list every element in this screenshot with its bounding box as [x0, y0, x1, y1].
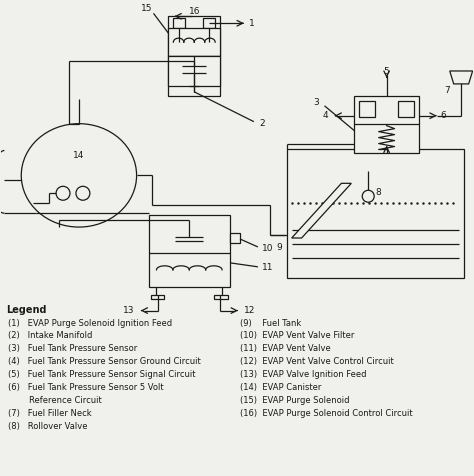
Text: (12)  EVAP Vent Valve Control Circuit: (12) EVAP Vent Valve Control Circuit	[240, 357, 394, 367]
Text: (14)  EVAP Canister: (14) EVAP Canister	[240, 383, 321, 392]
Text: (2)   Intake Manifold: (2) Intake Manifold	[9, 331, 93, 340]
Text: 2: 2	[259, 119, 264, 128]
Polygon shape	[450, 71, 473, 84]
Text: 5: 5	[384, 68, 390, 77]
Text: 12: 12	[244, 306, 255, 315]
Bar	[168, 56, 220, 86]
Text: 16: 16	[189, 7, 200, 16]
Text: Legend: Legend	[6, 305, 47, 315]
Bar	[230, 233, 240, 243]
Text: 15: 15	[141, 4, 152, 13]
Bar	[287, 149, 464, 278]
Text: 3: 3	[314, 98, 319, 107]
Text: 13: 13	[123, 306, 135, 315]
Text: (13)  EVAP Valve Ignition Feed: (13) EVAP Valve Ignition Feed	[240, 370, 366, 379]
Text: 1: 1	[249, 19, 255, 28]
Text: 11: 11	[262, 263, 273, 272]
Text: (1)   EVAP Purge Solenoid Ignition Feed: (1) EVAP Purge Solenoid Ignition Feed	[9, 318, 173, 327]
Bar	[151, 295, 164, 298]
Bar	[354, 96, 419, 153]
Text: 4: 4	[323, 111, 328, 120]
Polygon shape	[292, 183, 351, 238]
Bar	[173, 18, 185, 28]
Bar	[168, 28, 220, 56]
Text: (4)   Fuel Tank Pressure Sensor Ground Circuit: (4) Fuel Tank Pressure Sensor Ground Cir…	[9, 357, 201, 367]
Text: 9: 9	[276, 243, 282, 252]
Text: 10: 10	[262, 245, 273, 253]
Text: 7: 7	[444, 86, 450, 95]
Text: (15)  EVAP Purge Solenoid: (15) EVAP Purge Solenoid	[240, 396, 349, 405]
Text: (10)  EVAP Vent Valve Filter: (10) EVAP Vent Valve Filter	[240, 331, 355, 340]
Bar	[203, 18, 215, 28]
Text: 8: 8	[375, 188, 381, 197]
Text: (9)    Fuel Tank: (9) Fuel Tank	[240, 318, 301, 327]
Text: Reference Circuit: Reference Circuit	[9, 396, 102, 405]
Text: (16)  EVAP Purge Solenoid Control Circuit: (16) EVAP Purge Solenoid Control Circuit	[240, 409, 412, 418]
Text: (11)  EVAP Vent Valve: (11) EVAP Vent Valve	[240, 344, 331, 353]
Text: 14: 14	[73, 151, 85, 160]
Bar	[148, 215, 230, 287]
Text: (6)   Fuel Tank Pressure Sensor 5 Volt: (6) Fuel Tank Pressure Sensor 5 Volt	[9, 383, 164, 392]
Bar	[398, 101, 414, 117]
Text: 6: 6	[441, 111, 447, 120]
Circle shape	[362, 190, 374, 202]
Bar	[168, 16, 220, 96]
Bar	[359, 101, 375, 117]
Text: (5)   Fuel Tank Pressure Sensor Signal Circuit: (5) Fuel Tank Pressure Sensor Signal Cir…	[9, 370, 196, 379]
Text: (3)   Fuel Tank Pressure Sensor: (3) Fuel Tank Pressure Sensor	[9, 344, 137, 353]
Text: (7)   Fuel Filler Neck: (7) Fuel Filler Neck	[9, 409, 92, 418]
Text: (8)   Rollover Valve: (8) Rollover Valve	[9, 422, 88, 431]
Bar	[214, 295, 228, 298]
